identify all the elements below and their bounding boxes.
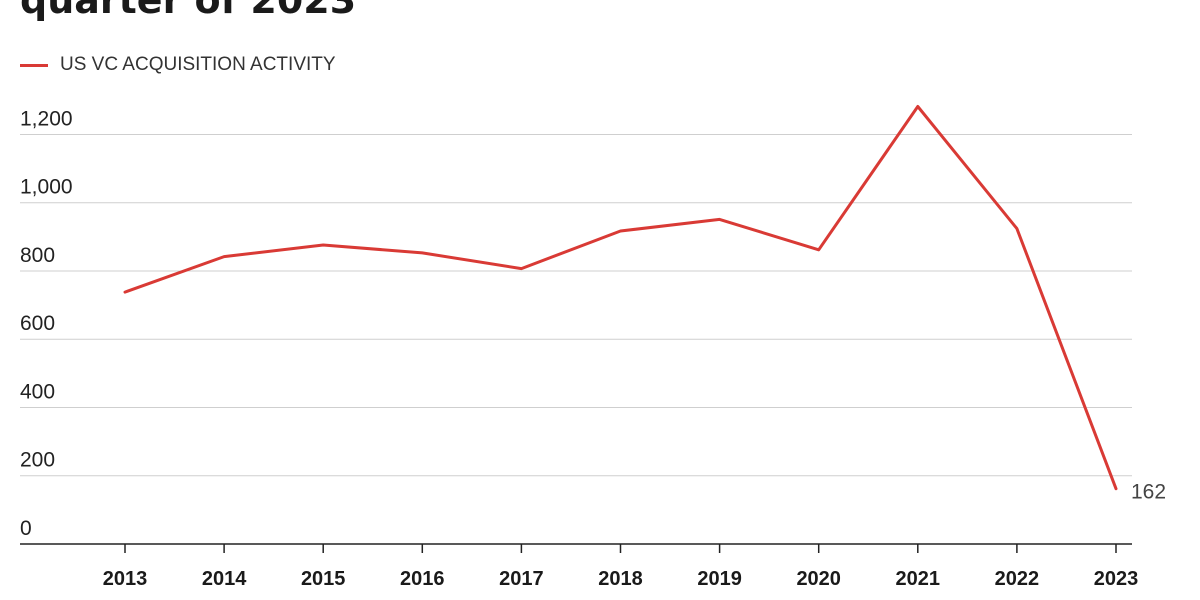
data-point [123, 290, 127, 294]
x-tick-label: 2020 [796, 568, 841, 590]
data-point [817, 248, 821, 252]
x-tick-label: 2017 [499, 568, 544, 590]
data-point [1114, 487, 1118, 491]
gridlines [20, 133, 1132, 477]
chart-title: quarter of 2023 [20, 0, 357, 22]
x-tick-label: 2022 [995, 568, 1040, 590]
x-tick-label: 2014 [202, 568, 247, 590]
data-point [420, 251, 424, 255]
y-tick-label: 200 [20, 449, 55, 472]
legend: US VC ACQUISITION ACTIVITY [20, 53, 336, 77]
data-point [222, 255, 226, 259]
x-tick-label: 2019 [697, 568, 742, 590]
series-line-us-vc-acquisition-activity [123, 105, 1118, 491]
y-tick-label: 400 [20, 380, 55, 403]
legend-label: US VC ACQUISITION ACTIVITY [60, 54, 336, 75]
y-tick-label: 0 [20, 517, 32, 540]
data-labels: 162 [1131, 481, 1166, 504]
y-tick-label: 800 [20, 244, 55, 267]
x-tick-label: 2018 [598, 568, 643, 590]
y-tick-label: 600 [20, 312, 55, 335]
y-axis-ticks: 0 200 400 600 800 1,000 1,200 [20, 107, 73, 540]
y-tick-label: 1,200 [20, 107, 73, 130]
x-tick-label: 2021 [896, 568, 941, 590]
x-tick-label: 2023 [1094, 568, 1139, 590]
data-point [619, 229, 623, 233]
data-point [321, 243, 325, 247]
y-tick-label: 1,000 [20, 176, 73, 199]
data-point [916, 104, 920, 108]
x-tick-label: 2016 [400, 568, 445, 590]
data-point [718, 217, 722, 221]
data-point [519, 267, 523, 271]
x-tick-label: 2013 [103, 568, 148, 590]
x-tick-label: 2015 [301, 568, 346, 590]
legend-swatch [20, 63, 48, 67]
data-label: 162 [1131, 481, 1166, 504]
x-axis: 2013 2014 2015 2016 2017 2018 2019 2020 2021 2022… [20, 543, 1139, 590]
data-point [1015, 227, 1019, 231]
series-layer [123, 104, 1118, 491]
